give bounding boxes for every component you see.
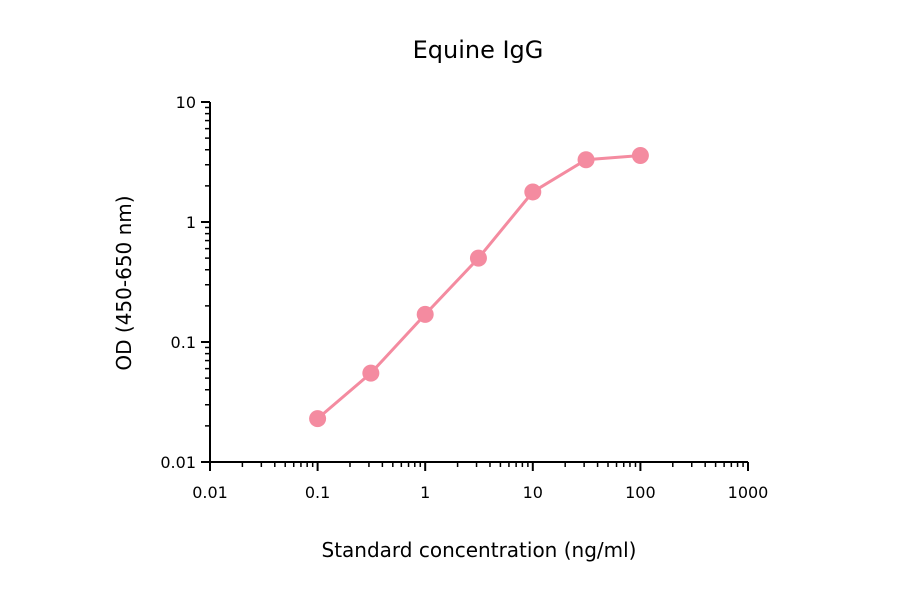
x-tick-label: 0.1	[305, 483, 330, 502]
data-point	[362, 364, 380, 382]
x-tick-label: 100	[625, 483, 656, 502]
chart-title: Equine IgG	[413, 36, 544, 64]
x-tick-label: 10	[523, 483, 543, 502]
x-tick-label: 1000	[728, 483, 769, 502]
y-tick-label: 0.01	[160, 453, 196, 472]
y-tick-label: 10	[176, 93, 196, 112]
data-point	[309, 410, 327, 428]
data-point	[469, 249, 487, 267]
y-axis-label: OD (450-650 nm)	[112, 195, 136, 370]
data-point	[631, 147, 649, 165]
y-tick-label: 1	[186, 213, 196, 232]
x-axis: 0.01 0.1 1 10 100 1000	[192, 461, 769, 502]
x-tick-label: 0.01	[192, 483, 228, 502]
y-axis: 0.01 0.1 1 10	[160, 93, 211, 472]
x-tick-label: 1	[420, 483, 430, 502]
data-series	[309, 147, 649, 428]
data-point	[577, 151, 595, 169]
x-axis-label: Standard concentration (ng/ml)	[322, 538, 637, 562]
data-point	[416, 305, 434, 323]
data-point	[524, 183, 542, 201]
y-tick-label: 0.1	[171, 333, 196, 352]
